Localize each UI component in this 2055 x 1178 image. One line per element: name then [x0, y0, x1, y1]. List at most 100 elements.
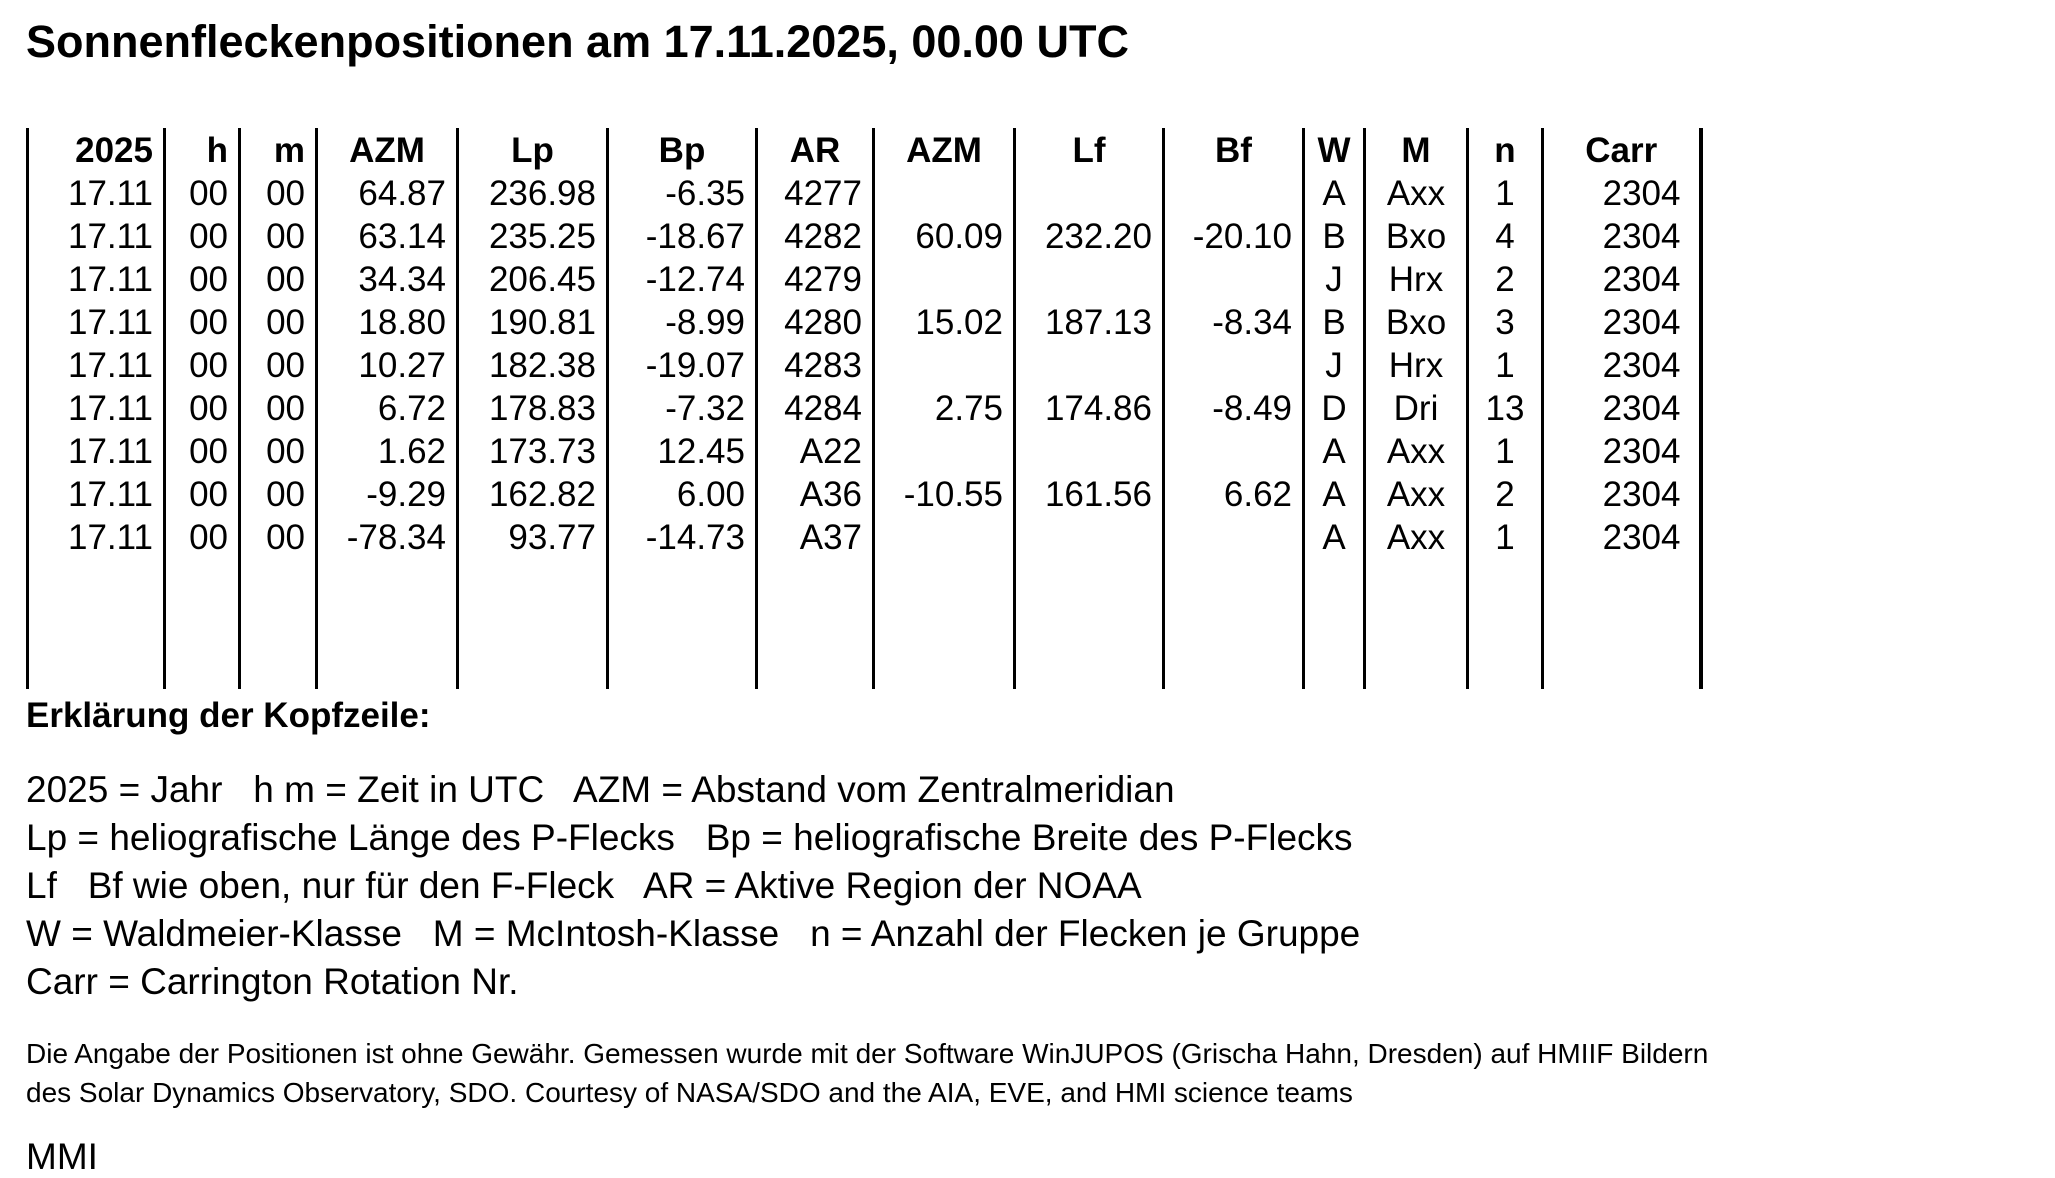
table-cell: Axx — [1364, 516, 1469, 559]
table-cell: -78.34 — [316, 516, 459, 559]
table-cell: A — [1303, 430, 1366, 473]
table-cell: 232.20 — [1014, 215, 1165, 258]
empty-cell — [457, 559, 609, 689]
column-header: M — [1364, 128, 1469, 172]
table-cell: 2304 — [1542, 516, 1703, 559]
table-cell — [1163, 172, 1305, 215]
table-cell: 00 — [164, 473, 241, 516]
table-cell: 17.11 — [26, 172, 166, 215]
table-cell: 4277 — [756, 172, 875, 215]
empty-cell — [1467, 559, 1544, 689]
empty-cell — [756, 559, 875, 689]
table-cell: -8.49 — [1163, 387, 1305, 430]
table-cell: A22 — [756, 430, 875, 473]
table-cell: B — [1303, 301, 1366, 344]
table-cell: 1 — [1467, 516, 1544, 559]
table-cell: Axx — [1364, 430, 1469, 473]
table-cell: 161.56 — [1014, 473, 1165, 516]
table-cell: 15.02 — [873, 301, 1016, 344]
table-cell: 00 — [239, 344, 318, 387]
table-cell — [873, 172, 1016, 215]
empty-cell — [1364, 559, 1469, 689]
table-cell: 1 — [1467, 430, 1544, 473]
table-cell: -12.74 — [607, 258, 758, 301]
table-cell: 18.80 — [316, 301, 459, 344]
table-cell: 2 — [1467, 473, 1544, 516]
table-cell: 17.11 — [26, 344, 166, 387]
table-cell: Dri — [1364, 387, 1469, 430]
table-cell: J — [1303, 344, 1366, 387]
table-cell: 00 — [164, 301, 241, 344]
column-header: Carr — [1542, 128, 1703, 172]
table-cell: -20.10 — [1163, 215, 1305, 258]
table-cell: 63.14 — [316, 215, 459, 258]
table-cell: Axx — [1364, 473, 1469, 516]
table-cell: 235.25 — [457, 215, 609, 258]
table-cell: 60.09 — [873, 215, 1016, 258]
empty-cell — [1303, 559, 1366, 689]
table-cell: 00 — [239, 301, 318, 344]
table-cell — [1163, 344, 1305, 387]
explanation-heading: Erklärung der Kopfzeile: — [26, 696, 431, 735]
table-cell: 17.11 — [26, 516, 166, 559]
table-row: 17.11 00 00 10.27 182.38 -19.07 4283 J Hrx 1 2304 — [26, 344, 1703, 387]
table-cell: 00 — [164, 344, 241, 387]
table-cell: 17.11 — [26, 301, 166, 344]
table-cell: 00 — [239, 258, 318, 301]
empty-cell — [164, 559, 241, 689]
empty-cell — [1542, 559, 1703, 689]
table-cell: 00 — [164, 215, 241, 258]
column-header: Bp — [607, 128, 758, 172]
table-cell — [1163, 516, 1305, 559]
table-row: 17.11 00 00 6.72 178.83 -7.32 4284 2.75 174.86 -8… — [26, 387, 1703, 430]
table-cell: 2304 — [1542, 430, 1703, 473]
table-cell: 4279 — [756, 258, 875, 301]
signature: MMI — [26, 1136, 98, 1177]
table-row: 17.11 00 00 63.14 235.25 -18.67 4282 60.09 232.2… — [26, 215, 1703, 258]
table-cell: 2304 — [1542, 301, 1703, 344]
table-cell: 206.45 — [457, 258, 609, 301]
table-cell: 187.13 — [1014, 301, 1165, 344]
table-cell: -6.35 — [607, 172, 758, 215]
table-cell: Bxo — [1364, 215, 1469, 258]
empty-cell — [26, 559, 166, 689]
table-cell: 4283 — [756, 344, 875, 387]
table-cell: 4282 — [756, 215, 875, 258]
table-cell: 6.72 — [316, 387, 459, 430]
table-cell: 2304 — [1542, 215, 1703, 258]
column-header: 2025 — [26, 128, 166, 172]
table-cell: -8.99 — [607, 301, 758, 344]
table-cell — [873, 344, 1016, 387]
empty-cell — [316, 559, 459, 689]
table-cell: Axx — [1364, 172, 1469, 215]
table-cell — [1014, 172, 1165, 215]
table-cell: 64.87 — [316, 172, 459, 215]
table-cell: 17.11 — [26, 430, 166, 473]
table-cell: 4284 — [756, 387, 875, 430]
column-header: AR — [756, 128, 875, 172]
column-header: Lp — [457, 128, 609, 172]
table-cell: 190.81 — [457, 301, 609, 344]
table-cell: 00 — [239, 473, 318, 516]
footnote-line: des Solar Dynamics Observatory, SDO. Cou… — [26, 1077, 1353, 1108]
table-cell: Bxo — [1364, 301, 1469, 344]
page-title: Sonnenfleckenpositionen am 17.11.2025, 0… — [26, 16, 1129, 67]
table-cell: 2304 — [1542, 258, 1703, 301]
table-cell: 162.82 — [457, 473, 609, 516]
column-header: m — [239, 128, 318, 172]
explanation-line: 2025 = Jahr h m = Zeit in UTC AZM = Abst… — [26, 769, 1175, 810]
table-cell: A — [1303, 516, 1366, 559]
table-cell: 2304 — [1542, 172, 1703, 215]
table-cell: 2 — [1467, 258, 1544, 301]
table-cell: 00 — [164, 516, 241, 559]
table-row: 17.11 00 00 -9.29 162.82 6.00 A36 -10.55 161.56 6… — [26, 473, 1703, 516]
table-cell: 182.38 — [457, 344, 609, 387]
table-cell — [1014, 344, 1165, 387]
explanation-line: Lp = heliografische Länge des P-Flecks B… — [26, 817, 1353, 858]
table-cell: 00 — [164, 387, 241, 430]
table-cell: A37 — [756, 516, 875, 559]
table-cell: D — [1303, 387, 1366, 430]
table-cell: 6.00 — [607, 473, 758, 516]
table-cell: A — [1303, 172, 1366, 215]
